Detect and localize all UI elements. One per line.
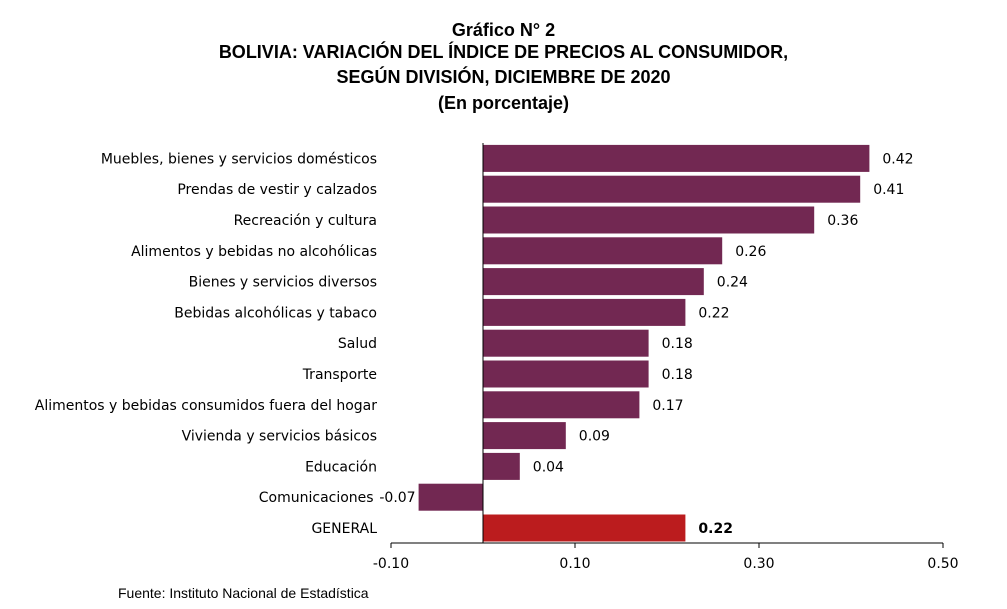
bar bbox=[483, 237, 723, 265]
category-label: Salud bbox=[338, 336, 377, 352]
source-note: Fuente: Instituto Nacional de Estadístic… bbox=[118, 585, 369, 601]
x-tick-label: 0.10 bbox=[559, 556, 590, 572]
category-label: Bebidas alcohólicas y tabaco bbox=[174, 305, 377, 321]
data-label: 0.26 bbox=[735, 244, 766, 260]
category-label: Educación bbox=[305, 459, 377, 475]
category-label: Prendas de vestir y calzados bbox=[177, 182, 377, 198]
category-label: Muebles, bienes y servicios domésticos bbox=[101, 151, 377, 167]
bar bbox=[483, 329, 649, 357]
x-tick-label: 0.50 bbox=[927, 556, 958, 572]
bar bbox=[483, 206, 815, 234]
data-label: 0.41 bbox=[873, 182, 904, 198]
category-label: Vivienda y servicios básicos bbox=[182, 429, 377, 445]
data-label: 0.42 bbox=[882, 151, 913, 167]
chart-title-unit: (En porcentaje) bbox=[437, 93, 570, 113]
chart-title-main: BOLIVIA: VARIACIÓN DEL ÍNDICE DE PRECIOS… bbox=[218, 42, 789, 62]
data-label: 0.18 bbox=[662, 336, 693, 352]
chart-title-number: Gráfico N° 2 bbox=[451, 20, 556, 40]
bar bbox=[483, 452, 520, 480]
bar bbox=[483, 298, 686, 326]
bar bbox=[483, 514, 686, 542]
data-label: 0.22 bbox=[698, 305, 729, 321]
bar bbox=[483, 144, 870, 172]
category-label: Comunicaciones bbox=[259, 490, 374, 506]
x-tick-label: -0.10 bbox=[373, 556, 409, 572]
data-label: 0.36 bbox=[827, 213, 858, 229]
data-label: -0.07 bbox=[379, 490, 415, 506]
chart-title-subject: SEGÚN DIVISIÓN, DICIEMBRE DE 2020 bbox=[336, 67, 671, 87]
category-label: Bienes y servicios diversos bbox=[189, 275, 377, 291]
x-tick-label: 0.30 bbox=[743, 556, 774, 572]
bar bbox=[483, 360, 649, 388]
bar bbox=[483, 422, 566, 450]
data-label: 0.22 bbox=[698, 521, 733, 537]
data-label: 0.04 bbox=[533, 459, 564, 475]
bar bbox=[418, 483, 483, 511]
category-label: Alimentos y bebidas no alcohólicas bbox=[131, 244, 377, 260]
category-label: Alimentos y bebidas consumidos fuera del… bbox=[35, 398, 377, 414]
data-label: 0.18 bbox=[662, 367, 693, 383]
category-label: Transporte bbox=[302, 367, 377, 383]
data-label: 0.09 bbox=[579, 429, 610, 445]
category-label: Recreación y cultura bbox=[234, 213, 377, 229]
bar bbox=[483, 391, 640, 419]
data-label: 0.24 bbox=[717, 275, 748, 291]
data-label: 0.17 bbox=[652, 398, 683, 414]
bar bbox=[483, 175, 861, 203]
bar bbox=[483, 268, 704, 296]
category-label: GENERAL bbox=[311, 521, 377, 537]
